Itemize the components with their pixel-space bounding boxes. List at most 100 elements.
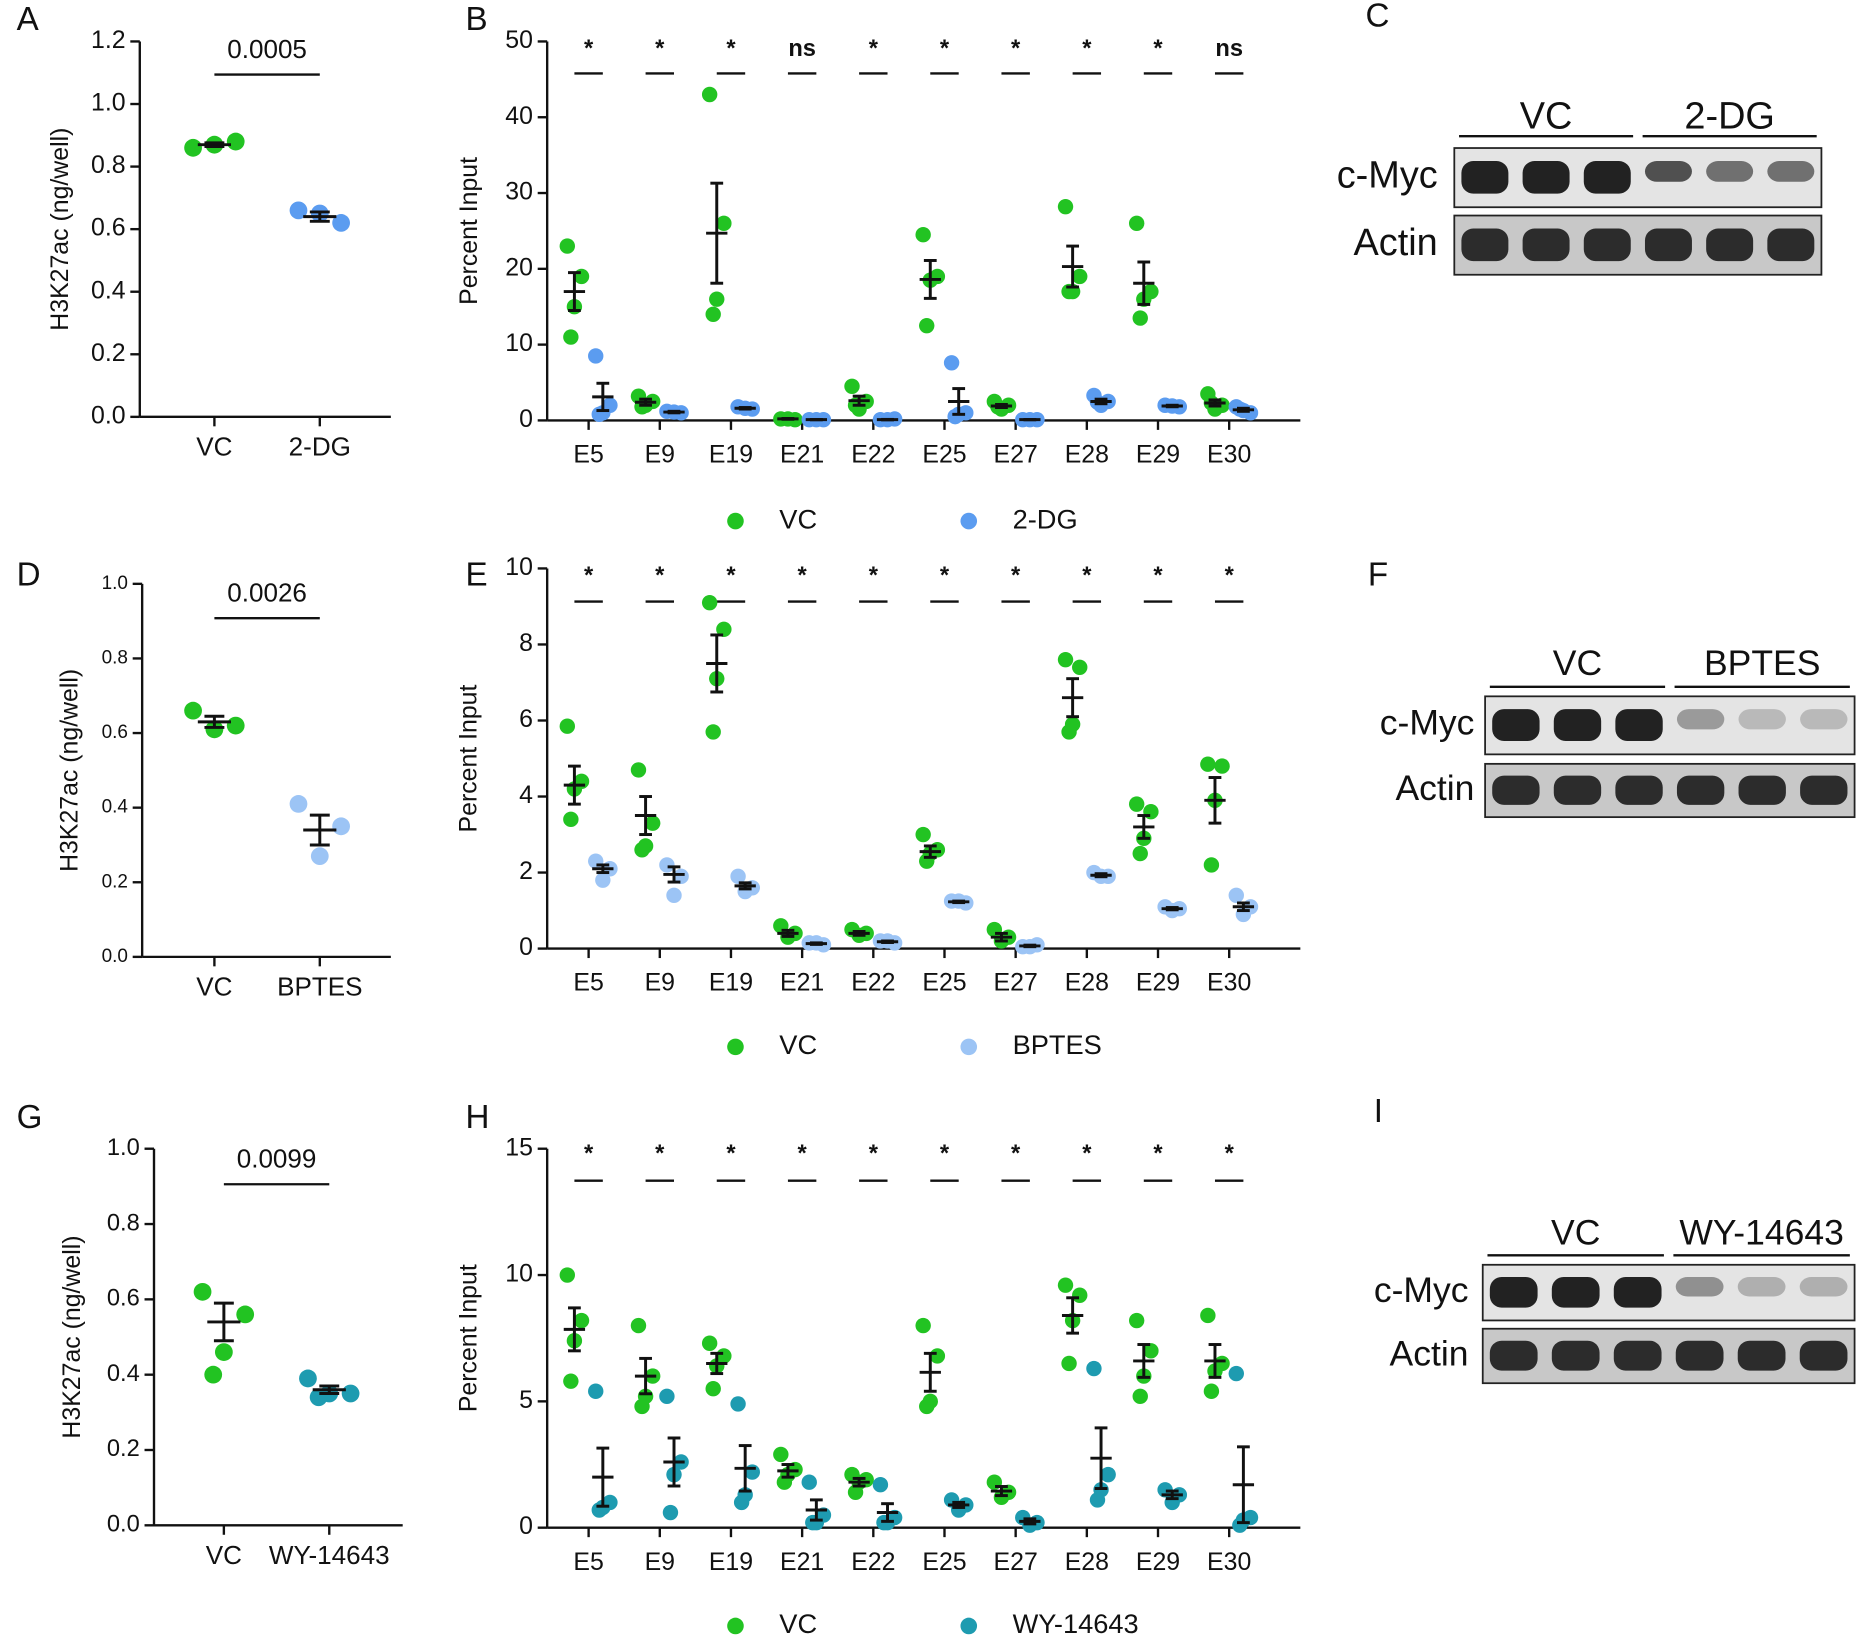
blot-band [1644, 161, 1692, 182]
y-tick-label: 40 [505, 102, 533, 130]
chart-panel: D 0.0 0.2 0.4 0.6 0.8 1.0 H3K27ac (ng/well) VC BP… [17, 556, 391, 1002]
data-point [1228, 1365, 1244, 1382]
x-tick-label: E19 [709, 440, 753, 468]
data-point [184, 138, 202, 157]
x-tick-label: E30 [1207, 969, 1251, 997]
data-point [730, 1396, 746, 1412]
legend-marker [960, 1617, 978, 1635]
row-label: c-Myc [1337, 155, 1438, 197]
data-point [1072, 1287, 1088, 1303]
significance: ns [788, 36, 816, 62]
x-tick-label: E9 [645, 1548, 675, 1576]
blot-band [1799, 1340, 1848, 1371]
x-tick-label: E28 [1065, 1548, 1109, 1576]
legend-label: VC [779, 1029, 817, 1060]
blot-panel: C VC 2-DG c-Myc Actin [1337, 0, 1823, 276]
blot-band [1615, 775, 1663, 805]
y-tick-label: 0.6 [91, 214, 126, 242]
blot-band [1799, 1277, 1848, 1297]
blot-band [1800, 775, 1848, 805]
data-point [310, 847, 329, 866]
significance: * [798, 1141, 808, 1167]
blot-band [1489, 1277, 1538, 1308]
legend-label: BPTES [1013, 1029, 1102, 1060]
significance: * [655, 1141, 665, 1167]
y-tick-label: 0.4 [107, 1361, 140, 1387]
blot-band [1675, 1340, 1724, 1371]
significance: * [1153, 36, 1163, 62]
panel-letter: G [17, 1099, 43, 1136]
significance: * [1082, 563, 1092, 589]
data-point [662, 1504, 679, 1521]
data-point [701, 86, 718, 103]
x-tick-label: E30 [1207, 440, 1251, 468]
x-tick-label: E22 [851, 440, 895, 468]
y-tick-label: 30 [505, 178, 533, 206]
data-point [1143, 804, 1159, 820]
data-point [588, 853, 604, 869]
data-point [1100, 1466, 1116, 1483]
row-label: Actin [1354, 222, 1438, 264]
y-axis-label: Percent Input [455, 1264, 483, 1412]
data-point [226, 716, 245, 735]
data-point [644, 815, 661, 831]
data-point [993, 1489, 1010, 1506]
x-tick-label: E21 [780, 969, 824, 997]
x-tick-label: E25 [922, 1548, 966, 1576]
group-label: VC [1551, 1213, 1600, 1253]
data-point [289, 795, 308, 813]
blot-band [1461, 228, 1509, 262]
significance: * [655, 36, 665, 62]
data-point [205, 720, 224, 739]
significance: * [584, 1141, 594, 1167]
data-point [805, 1514, 821, 1531]
y-tick-label: 10 [505, 1260, 533, 1288]
blot-band [1461, 161, 1509, 194]
y-tick-label: 6 [519, 705, 533, 733]
y-tick-label: 10 [505, 553, 533, 581]
data-point [1200, 756, 1216, 772]
data-point [1072, 659, 1088, 675]
y-tick-label: 2 [519, 857, 533, 885]
data-point [705, 724, 721, 740]
significance: * [869, 563, 879, 589]
significance: * [1225, 563, 1235, 589]
data-point [573, 268, 590, 285]
y-tick-label: 0 [519, 933, 533, 961]
data-point [204, 1365, 223, 1384]
legend-marker [727, 1617, 744, 1635]
x-tick-label: E27 [994, 1548, 1038, 1576]
significance: * [1011, 1141, 1021, 1167]
blot-band [1613, 1277, 1662, 1308]
y-tick-label: 0.0 [91, 401, 126, 429]
x-tick-label: E9 [645, 440, 675, 468]
data-point [919, 1398, 935, 1415]
x-tick-label: 2-DG [289, 432, 351, 462]
x-tick-label: E27 [994, 440, 1038, 468]
chart-panel: G 0.0 0.2 0.4 0.6 0.8 1.0 H3K27ac (ng/well) VC WY… [17, 1099, 403, 1570]
data-point [847, 1484, 864, 1501]
significance: * [798, 563, 808, 589]
data-point [1214, 758, 1230, 774]
data-point [844, 378, 860, 394]
blot-band [1522, 228, 1570, 262]
data-point [929, 1348, 946, 1364]
y-tick-label: 0.2 [91, 339, 126, 367]
data-point [666, 887, 682, 904]
p-value: 0.0099 [237, 1143, 317, 1173]
data-point [701, 594, 718, 611]
data-point [1086, 1360, 1102, 1377]
blot-band [1767, 228, 1815, 262]
data-point [730, 868, 746, 885]
panel-letter: H [465, 1099, 489, 1136]
group-label: BPTES [1704, 643, 1820, 683]
significance: * [726, 563, 736, 589]
data-point [1128, 796, 1145, 812]
blot-band [1800, 709, 1848, 730]
y-tick-label: 0.0 [102, 946, 128, 967]
data-point [1057, 198, 1074, 215]
x-tick-label: E28 [1065, 969, 1109, 997]
x-tick-label: E19 [709, 1548, 753, 1576]
x-tick-label: VC [206, 1540, 242, 1570]
panel-letter: F [1368, 556, 1388, 593]
